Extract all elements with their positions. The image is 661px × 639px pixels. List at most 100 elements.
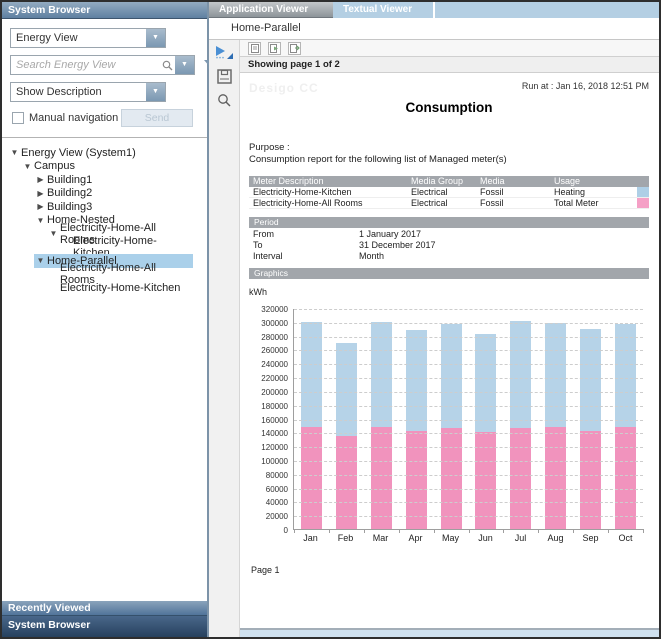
x-axis-tick bbox=[328, 529, 330, 533]
magnifier-icon[interactable] bbox=[217, 93, 231, 107]
bar-column bbox=[608, 309, 643, 529]
stacked-bar bbox=[300, 321, 322, 529]
panel-accordion: Recently Viewed System Browser bbox=[2, 600, 207, 637]
export-icon[interactable] bbox=[288, 41, 301, 55]
search-box: ▼ bbox=[10, 55, 195, 75]
tree-item-label: Home-Parallel bbox=[47, 254, 117, 267]
x-axis-tick bbox=[573, 529, 575, 533]
chevron-down-icon[interactable]: ▼ bbox=[146, 29, 165, 47]
stacked-bar bbox=[405, 330, 427, 529]
x-tick-label: May bbox=[441, 533, 459, 543]
bar-column bbox=[434, 309, 469, 529]
tree-item-label: Energy View (System1) bbox=[21, 146, 136, 159]
chart-unit-label: kWh bbox=[249, 287, 267, 297]
consumption-chart: 0 20000 40000 60000 80000 100000 120000 140000 1… bbox=[249, 305, 649, 543]
tree-item[interactable]: Electricity-Home-Kitchen bbox=[2, 235, 207, 259]
x-axis-tick bbox=[538, 529, 540, 533]
meter-table-body: Electricity-Home-Kitchen Electrical Fossil… bbox=[249, 187, 649, 209]
tree-expanded-icon[interactable]: ▼ bbox=[23, 161, 32, 171]
stacked-bar bbox=[510, 321, 532, 529]
period-label: To bbox=[253, 240, 263, 250]
run-report-icon[interactable] bbox=[214, 45, 234, 60]
x-tick-label: Jan bbox=[303, 533, 318, 543]
tree-collapsed-icon[interactable]: ▶ bbox=[37, 202, 44, 212]
y-tick-label: 60000 bbox=[265, 484, 288, 494]
y-tick-label: 240000 bbox=[261, 360, 288, 370]
period-label: From bbox=[253, 229, 274, 239]
tree-expanded-icon[interactable]: ▼ bbox=[10, 148, 19, 158]
chevron-down-icon[interactable]: ▼ bbox=[146, 83, 165, 101]
col-media-group: Media Group bbox=[411, 176, 464, 186]
save-icon[interactable] bbox=[216, 69, 232, 84]
table-cell: Electricity-Home-All Rooms bbox=[253, 197, 363, 208]
period-value: 1 January 2017 bbox=[359, 229, 422, 239]
tree-collapsed-icon[interactable]: ▶ bbox=[37, 188, 44, 198]
gridline bbox=[294, 309, 643, 310]
bar-segment bbox=[510, 321, 532, 429]
tree-item-label: Electricity-Home-All Rooms bbox=[60, 221, 156, 246]
meter-table-header: Meter Description Media Group Media Usag… bbox=[249, 176, 649, 187]
tree-expanded-icon[interactable]: ▼ bbox=[49, 229, 58, 239]
viewer-panel: Application Viewer Textual Viewer Home-P… bbox=[209, 2, 659, 637]
paging-status: Showing page 1 of 2 bbox=[240, 57, 659, 73]
gridline bbox=[294, 433, 643, 435]
bar-column bbox=[469, 309, 504, 529]
bar-segment bbox=[405, 330, 427, 431]
gridline bbox=[294, 350, 643, 352]
x-axis-tick bbox=[643, 529, 644, 533]
x-axis-tick bbox=[433, 529, 435, 533]
y-tick-label: 280000 bbox=[261, 332, 288, 342]
tree-item[interactable]: ▶ Building3 bbox=[2, 200, 207, 214]
tree-item[interactable]: ▼ Campus bbox=[2, 160, 207, 174]
view-selector-value: Energy View bbox=[16, 32, 78, 44]
table-cell: Heating bbox=[554, 186, 586, 197]
tree-item-label: Campus bbox=[34, 160, 75, 173]
description-mode-value: Show Description bbox=[16, 86, 102, 98]
bar-segment bbox=[335, 435, 357, 529]
viewer-tool-strip bbox=[209, 40, 240, 637]
report-logo: Desigo CC bbox=[249, 81, 319, 95]
y-tick-label: 120000 bbox=[261, 443, 288, 453]
col-meter-description: Meter Description bbox=[253, 176, 324, 186]
table-cell: Fossil bbox=[480, 186, 504, 197]
y-tick-label: 180000 bbox=[261, 401, 288, 411]
report-page-number: Page 1 bbox=[251, 565, 280, 575]
page-setup-icon[interactable] bbox=[248, 41, 261, 55]
manual-navigation-checkbox[interactable] bbox=[12, 112, 24, 124]
tree-item[interactable]: ▶ Building2 bbox=[2, 187, 207, 201]
period-section: Period From 1 January 2017 To 31 December 2… bbox=[249, 217, 649, 261]
period-value: 31 December 2017 bbox=[359, 240, 436, 250]
tree-item[interactable]: ▼ Electricity-Home-All Rooms bbox=[2, 222, 207, 246]
tree-item[interactable]: ▼ Home-Parallel bbox=[2, 254, 207, 268]
gridline bbox=[294, 488, 643, 490]
stacked-bar bbox=[615, 323, 637, 529]
viewer-bottom-strip bbox=[240, 628, 659, 637]
tree-item[interactable]: Electricity-Home-All Rooms bbox=[2, 262, 207, 286]
tree-item[interactable]: ▶ Building1 bbox=[2, 173, 207, 187]
description-mode-dropdown[interactable]: Show Description ▼ bbox=[10, 82, 166, 102]
tree-item[interactable]: Electricity-Home-Kitchen bbox=[2, 281, 207, 295]
next-page-icon[interactable] bbox=[268, 41, 281, 55]
recently-viewed-bar[interactable]: Recently Viewed bbox=[2, 600, 207, 616]
tree-item[interactable]: ▼ Energy View (System1) bbox=[2, 146, 207, 160]
tree-expanded-icon[interactable]: ▼ bbox=[36, 215, 45, 225]
bar-segment bbox=[545, 426, 567, 529]
series-color-swatch bbox=[637, 198, 649, 208]
tree-item-label: Electricity-Home-All Rooms bbox=[60, 262, 156, 287]
tree-item-label: Home-Nested bbox=[47, 214, 115, 227]
send-button[interactable]: Send bbox=[121, 109, 193, 127]
search-options-chevron-icon[interactable]: ▼ bbox=[175, 56, 194, 74]
tab-application-viewer[interactable]: Application Viewer bbox=[209, 2, 333, 18]
y-tick-label: 40000 bbox=[265, 498, 288, 508]
tab-textual-viewer[interactable]: Textual Viewer bbox=[343, 4, 413, 15]
tree-expanded-icon[interactable]: ▼ bbox=[36, 256, 45, 266]
tree-item[interactable]: ▼ Home-Nested bbox=[2, 214, 207, 228]
tree-collapsed-icon[interactable]: ▶ bbox=[37, 175, 44, 185]
search-input[interactable] bbox=[11, 56, 159, 74]
purpose-label: Purpose : bbox=[249, 142, 290, 153]
report-title: Consumption bbox=[405, 100, 493, 115]
bar-segment bbox=[300, 321, 322, 427]
view-selector-dropdown[interactable]: Energy View ▼ bbox=[10, 28, 166, 48]
system-browser-bar[interactable]: System Browser bbox=[2, 616, 207, 637]
bar-segment bbox=[545, 323, 567, 427]
